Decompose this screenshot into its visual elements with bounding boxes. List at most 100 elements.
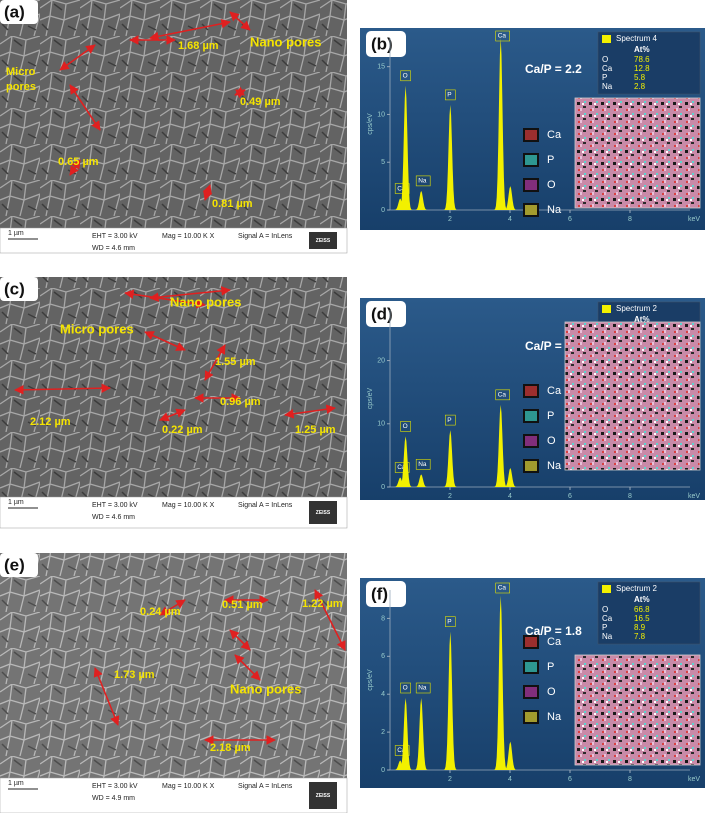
arrow [144,331,186,351]
map-swatch-dots [525,386,537,396]
legend-value: 78.6 [634,55,650,64]
info-eht: EHT = 3.00 kV [92,233,138,240]
peak [500,186,520,210]
arrow [149,18,231,42]
panel-label: (c) [4,279,25,298]
element-map [574,97,701,209]
map-label: P [547,661,554,673]
logo-text: ZEISS [316,238,331,244]
legend-unit: At% [634,315,650,324]
arrow [69,84,101,131]
legend-title: Spectrum 2 [616,584,657,593]
arrow [14,383,111,395]
annotation: 1.22 µm [302,598,343,610]
legend-value: 8.9 [634,623,646,632]
x-tick-label: 2 [448,776,452,783]
x-axis-label: keV [688,776,700,783]
peak [440,631,460,770]
y-axis-label: cps/eV [367,387,374,409]
map-label: Ca [547,385,562,397]
peak-label-box [415,459,431,470]
map-swatch-dots [525,205,537,215]
y-tick-label: 20 [377,357,385,364]
peak-label-box [445,89,456,101]
peak-label: Na [418,178,427,185]
arrow [314,589,346,651]
y-axis-label: cps/eV [367,669,374,691]
x-tick-label: 4 [508,776,512,783]
logo [309,232,337,249]
map-swatch-dots [525,687,537,697]
peak-label: Ca [397,185,406,192]
peak [390,198,410,210]
map-swatch-dots [525,130,537,140]
y-tick-label: 2 [381,729,385,736]
legend-value: 16.5 [634,614,650,623]
annotation: 1.68 µm [178,40,219,52]
x-tick-label: 4 [508,216,512,223]
peak [491,404,511,487]
annotation: Nano pores [230,681,302,696]
legend-element: P [602,623,607,632]
map-label: O [547,686,556,698]
y-tick-label: 15 [377,64,385,71]
sem-panel: (c) Nano pores Micro pores 1.55 µm 0.96 µm 2.… [0,277,348,529]
annotation: 0.49 µm [240,96,281,108]
logo-text: ZEISS [316,510,331,516]
sem-image [0,553,347,778]
map-label: P [547,154,554,166]
annotation: 0.96 µm [220,396,261,408]
legend-title: Spectrum 4 [616,34,657,43]
arrow [159,408,186,422]
panel-label: (f) [371,584,388,603]
x-tick-label: 8 [628,216,632,223]
legend-value: 2.8 [634,82,646,91]
x-axis-label: keV [688,216,700,223]
y-tick-label: 0 [381,207,385,214]
map-swatch-dots [525,436,537,446]
logo [309,501,337,524]
legend-element: O [602,605,608,614]
peak-label: Ca [498,392,507,399]
x-tick-label: 6 [568,216,572,223]
info-bar [0,496,348,529]
annotation: 1.73 µm [114,669,155,681]
legend-value: 7.8 [634,632,646,641]
legend-element: Ca [602,64,613,73]
map-swatch-dots [525,662,537,672]
peak [390,477,410,487]
map-label: Ca [547,129,562,141]
info-signal: Signal A = InLens [238,233,293,240]
peak-label: Ca [498,585,507,592]
info-eht: EHT = 3.00 kV [92,502,138,509]
scale-label: 1 µm [8,499,24,506]
peak-label: O [403,423,408,430]
legend-unit: At% [634,595,650,604]
x-tick-label: 6 [568,493,572,500]
annotation: 0.24 µm [140,606,181,618]
arrow [229,11,251,31]
y-tick-label: 5 [381,159,385,166]
y-tick-label: 0 [381,767,385,774]
annotation: 0.65 µm [58,156,99,168]
logo-text: ZEISS [316,793,331,799]
legend-value: 12.8 [634,64,650,73]
element-map [564,321,701,471]
legend-box [597,31,701,95]
annotation: 0.51 µm [222,599,263,611]
panel-label: (a) [4,2,25,21]
x-tick-label: 4 [508,493,512,500]
label-box [366,31,406,57]
peak-label-box [445,616,456,627]
info-bar [0,227,348,254]
legend-value: 66.8 [634,605,650,614]
sem-panel: (e) 0.24 µm 0.51 µm 1.22 µm 1.73 µm Nano pore… [0,553,348,813]
label-box [0,553,38,577]
y-tick-label: 10 [377,111,385,118]
info-eht: EHT = 3.00 kV [92,783,138,790]
map-label: O [547,435,556,447]
y-tick-label: 6 [381,653,385,660]
peak-label: O [403,72,408,79]
